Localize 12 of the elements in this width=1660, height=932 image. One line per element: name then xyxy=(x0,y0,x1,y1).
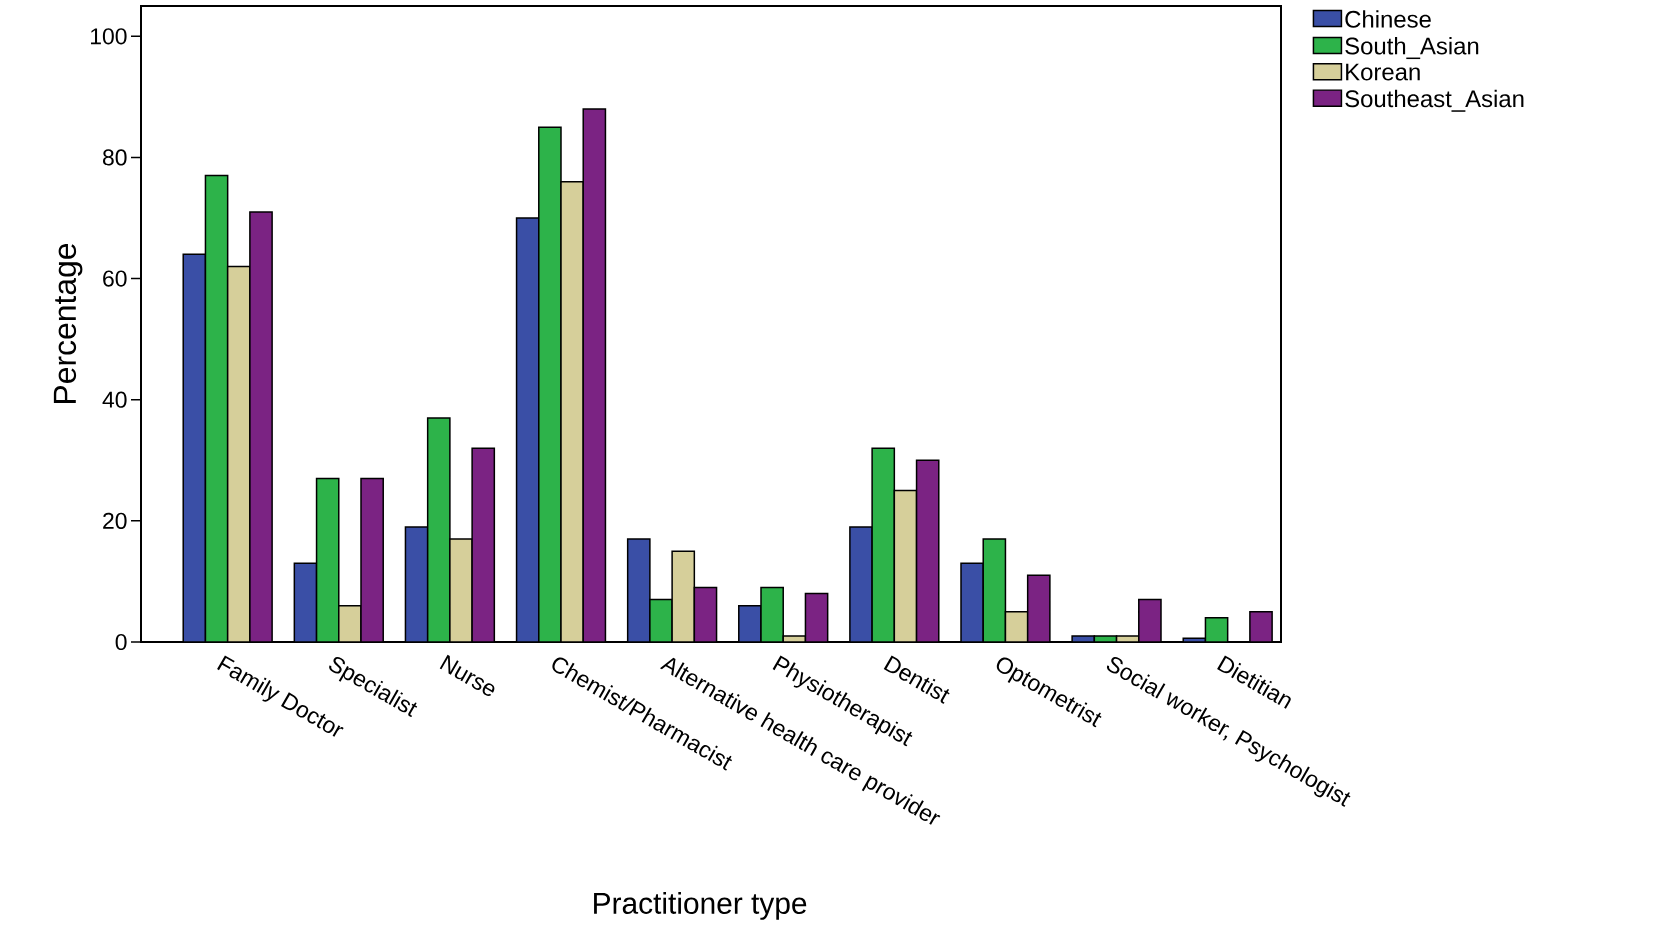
legend-label: Chinese xyxy=(1345,10,1431,28)
y-tick-label: 80 xyxy=(102,149,127,166)
y-axis-title: Percentage xyxy=(53,243,83,403)
legend-label: Southeast_Asian xyxy=(1345,89,1524,112)
y-tick-label: 100 xyxy=(91,28,127,45)
x-axis-title: Practitioner type xyxy=(594,892,807,920)
y-tick-label: 0 xyxy=(115,633,127,651)
legend-label: South_Asian xyxy=(1345,36,1479,60)
legend-label: Korean xyxy=(1346,63,1420,81)
y-tick-label: 40 xyxy=(102,391,127,408)
y-tick-label: 60 xyxy=(103,270,127,287)
y-tick-label: 20 xyxy=(103,512,127,529)
